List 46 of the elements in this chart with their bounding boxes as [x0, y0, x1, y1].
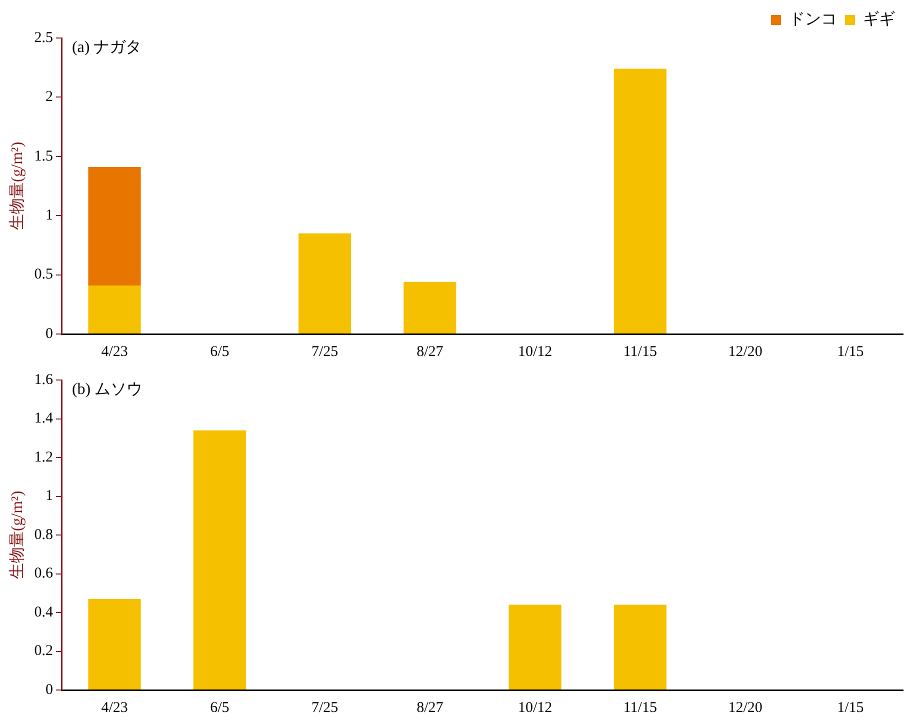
y-tick-label: 1 [45, 488, 53, 504]
bar [193, 430, 246, 690]
bar [88, 285, 141, 334]
y-tick-label: 1.6 [34, 372, 54, 388]
x-tick-label: 10/12 [518, 344, 552, 360]
y-tick-label: 2.5 [34, 30, 53, 46]
y-tick-label: 0.5 [34, 266, 53, 283]
x-tick-label: 6/5 [210, 700, 230, 716]
bar [88, 167, 141, 286]
legend-label: ドンコ [789, 11, 837, 28]
x-tick-label: 11/15 [623, 344, 657, 360]
y-tick-label: 0 [45, 682, 53, 698]
y-axis-title: 生物量(g/m²) [8, 490, 26, 580]
y-tick-label: 1.5 [34, 148, 53, 164]
y-tick-label: 2 [45, 89, 53, 106]
x-tick-label: 4/23 [101, 700, 128, 716]
chart-title: (a) ナガタ [72, 39, 142, 56]
x-tick-label: 11/15 [623, 700, 657, 716]
y-tick-label: 0.4 [34, 604, 54, 620]
x-tick-label: 1/15 [837, 344, 864, 360]
bar [508, 604, 562, 690]
x-tick-label: 12/20 [728, 700, 762, 716]
bar [614, 68, 666, 334]
x-tick-label: 7/25 [311, 700, 338, 716]
x-tick-label: 6/5 [210, 344, 230, 360]
bar [404, 282, 456, 334]
y-tick-label: 0 [45, 326, 53, 342]
y-tick-label: 0.2 [34, 643, 53, 660]
x-tick-label: 7/25 [311, 344, 338, 360]
bar [88, 598, 141, 690]
x-tick-label: 10/12 [518, 700, 552, 716]
x-tick-label: 8/27 [416, 344, 444, 360]
x-tick-label: 1/15 [837, 700, 864, 716]
y-tick-label: 1 [45, 208, 53, 224]
y-axis-title: 生物量(g/m²) [8, 142, 26, 230]
bar [614, 604, 666, 690]
legend-label: ギギ [863, 10, 895, 28]
y-tick-label: 1.4 [34, 410, 54, 427]
y-tick-label: 0.6 [34, 566, 54, 582]
y-tick-label: 0.8 [34, 526, 53, 543]
x-tick-label: 12/20 [728, 344, 762, 360]
chart-title: (b) ムソウ [72, 381, 143, 398]
y-tick-label: 1.2 [34, 449, 53, 466]
x-tick-label: 8/27 [416, 700, 444, 716]
bar [298, 233, 352, 334]
x-tick-label: 4/23 [101, 344, 128, 360]
